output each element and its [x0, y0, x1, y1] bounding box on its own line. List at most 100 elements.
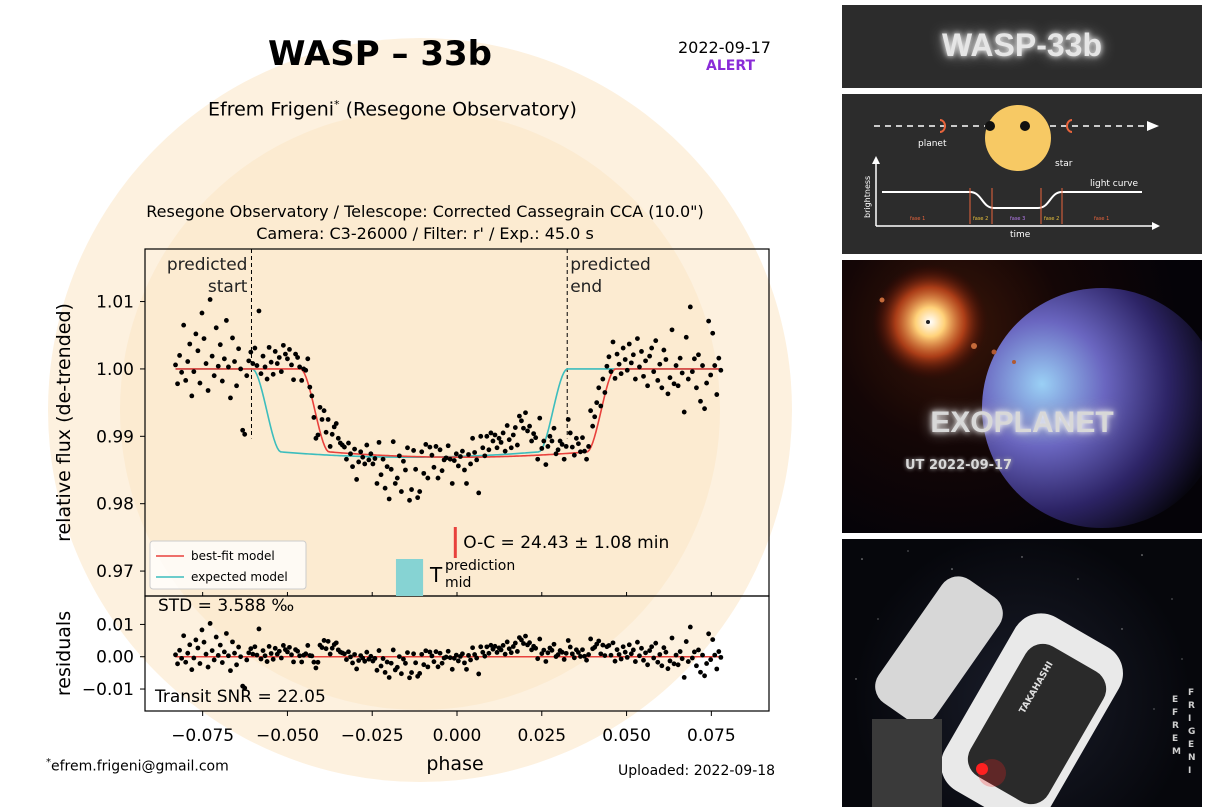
residual-point: [632, 659, 638, 664]
data-point: [651, 369, 657, 375]
data-point: [694, 385, 699, 391]
data-point: [466, 452, 471, 457]
data-point: [653, 338, 659, 344]
brightness-label: brightness: [863, 176, 872, 218]
residual-point: [187, 642, 193, 648]
data-point: [496, 435, 502, 441]
data-point: [708, 372, 714, 378]
data-point: [480, 445, 486, 451]
x-tick-label: 0.075: [687, 726, 736, 746]
time-label: time: [1010, 230, 1031, 240]
data-point: [433, 444, 439, 449]
residual-point: [236, 644, 242, 650]
residual-point: [207, 621, 213, 626]
data-point: [388, 466, 394, 472]
residual-point: [527, 640, 532, 646]
residual-point: [272, 645, 278, 651]
residual-point: [651, 655, 657, 661]
residual-point: [252, 644, 258, 650]
mount-icon: [872, 719, 942, 807]
residual-point: [295, 648, 301, 654]
data-point: [482, 453, 488, 459]
data-point: [244, 373, 250, 379]
planet-icon-transit: [1020, 121, 1030, 131]
data-point: [419, 449, 425, 455]
data-point: [427, 444, 433, 450]
residual-point: [362, 658, 368, 664]
residual-point: [445, 648, 451, 654]
residual-point: [356, 658, 362, 663]
data-point: [230, 335, 235, 341]
data-point: [327, 444, 333, 449]
residual-point: [398, 671, 404, 677]
data-point: [514, 442, 520, 448]
residual-point: [618, 656, 624, 662]
residual-point: [429, 653, 435, 659]
side-gallery: WASP-33b planet star light curve brightn…: [830, 0, 1208, 807]
residual-point: [476, 671, 482, 677]
data-point: [401, 458, 406, 464]
data-point: [421, 470, 427, 476]
data-point: [559, 441, 565, 447]
residual-point: [203, 651, 209, 657]
residual-point: [219, 660, 225, 665]
residual-point: [641, 657, 646, 663]
residual-point: [519, 637, 524, 643]
data-point: [657, 361, 663, 367]
residual-point: [197, 661, 203, 666]
residual-point: [297, 653, 303, 659]
residual-point: [628, 651, 634, 657]
residual-point: [460, 651, 465, 657]
data-point: [374, 481, 380, 486]
residual-point: [464, 666, 469, 672]
x-tick-label: 0.025: [517, 726, 566, 746]
residual-point: [248, 646, 254, 652]
data-point: [203, 361, 209, 366]
data-point: [553, 451, 559, 457]
data-point: [429, 452, 435, 458]
residual-point: [584, 657, 589, 663]
residual-point: [647, 648, 653, 653]
data-point: [698, 398, 703, 404]
legend-label: expected model: [191, 570, 288, 584]
residual-point: [256, 626, 262, 632]
data-point: [309, 393, 315, 399]
residual-y-tick-label: −0.01: [82, 680, 134, 700]
data-point: [476, 490, 482, 496]
residual-point: [533, 645, 539, 651]
data-point: [598, 403, 604, 409]
data-point: [217, 342, 223, 348]
data-point: [500, 430, 506, 436]
residual-point: [685, 659, 691, 664]
tube-band-icon: [967, 643, 1107, 805]
residual-point: [405, 650, 410, 655]
data-point: [508, 445, 514, 451]
residual-point: [346, 649, 351, 655]
data-point: [718, 367, 724, 373]
data-point: [683, 334, 689, 340]
y-tick-label: 1.00: [96, 360, 134, 380]
data-point: [181, 322, 187, 328]
residual-point: [242, 685, 248, 691]
data-point: [449, 481, 455, 486]
data-point: [276, 355, 282, 360]
residual-point: [472, 652, 478, 657]
data-point: [630, 352, 636, 358]
residual-point: [508, 650, 514, 656]
residual-point: [205, 664, 211, 670]
residual-point: [561, 657, 567, 662]
data-point: [342, 444, 347, 450]
residual-point: [386, 675, 392, 680]
data-point: [602, 390, 608, 395]
residual-point: [394, 664, 400, 670]
data-point: [669, 327, 675, 333]
data-point: [439, 468, 445, 474]
author-name: Efrem Frigeni: [208, 98, 335, 121]
residual-point: [512, 640, 518, 646]
data-point: [582, 448, 587, 454]
phase2-label: fase 2: [973, 216, 988, 222]
residual-point: [539, 651, 545, 657]
data-point: [325, 417, 331, 422]
residual-point: [344, 657, 349, 663]
data-point: [569, 444, 575, 450]
